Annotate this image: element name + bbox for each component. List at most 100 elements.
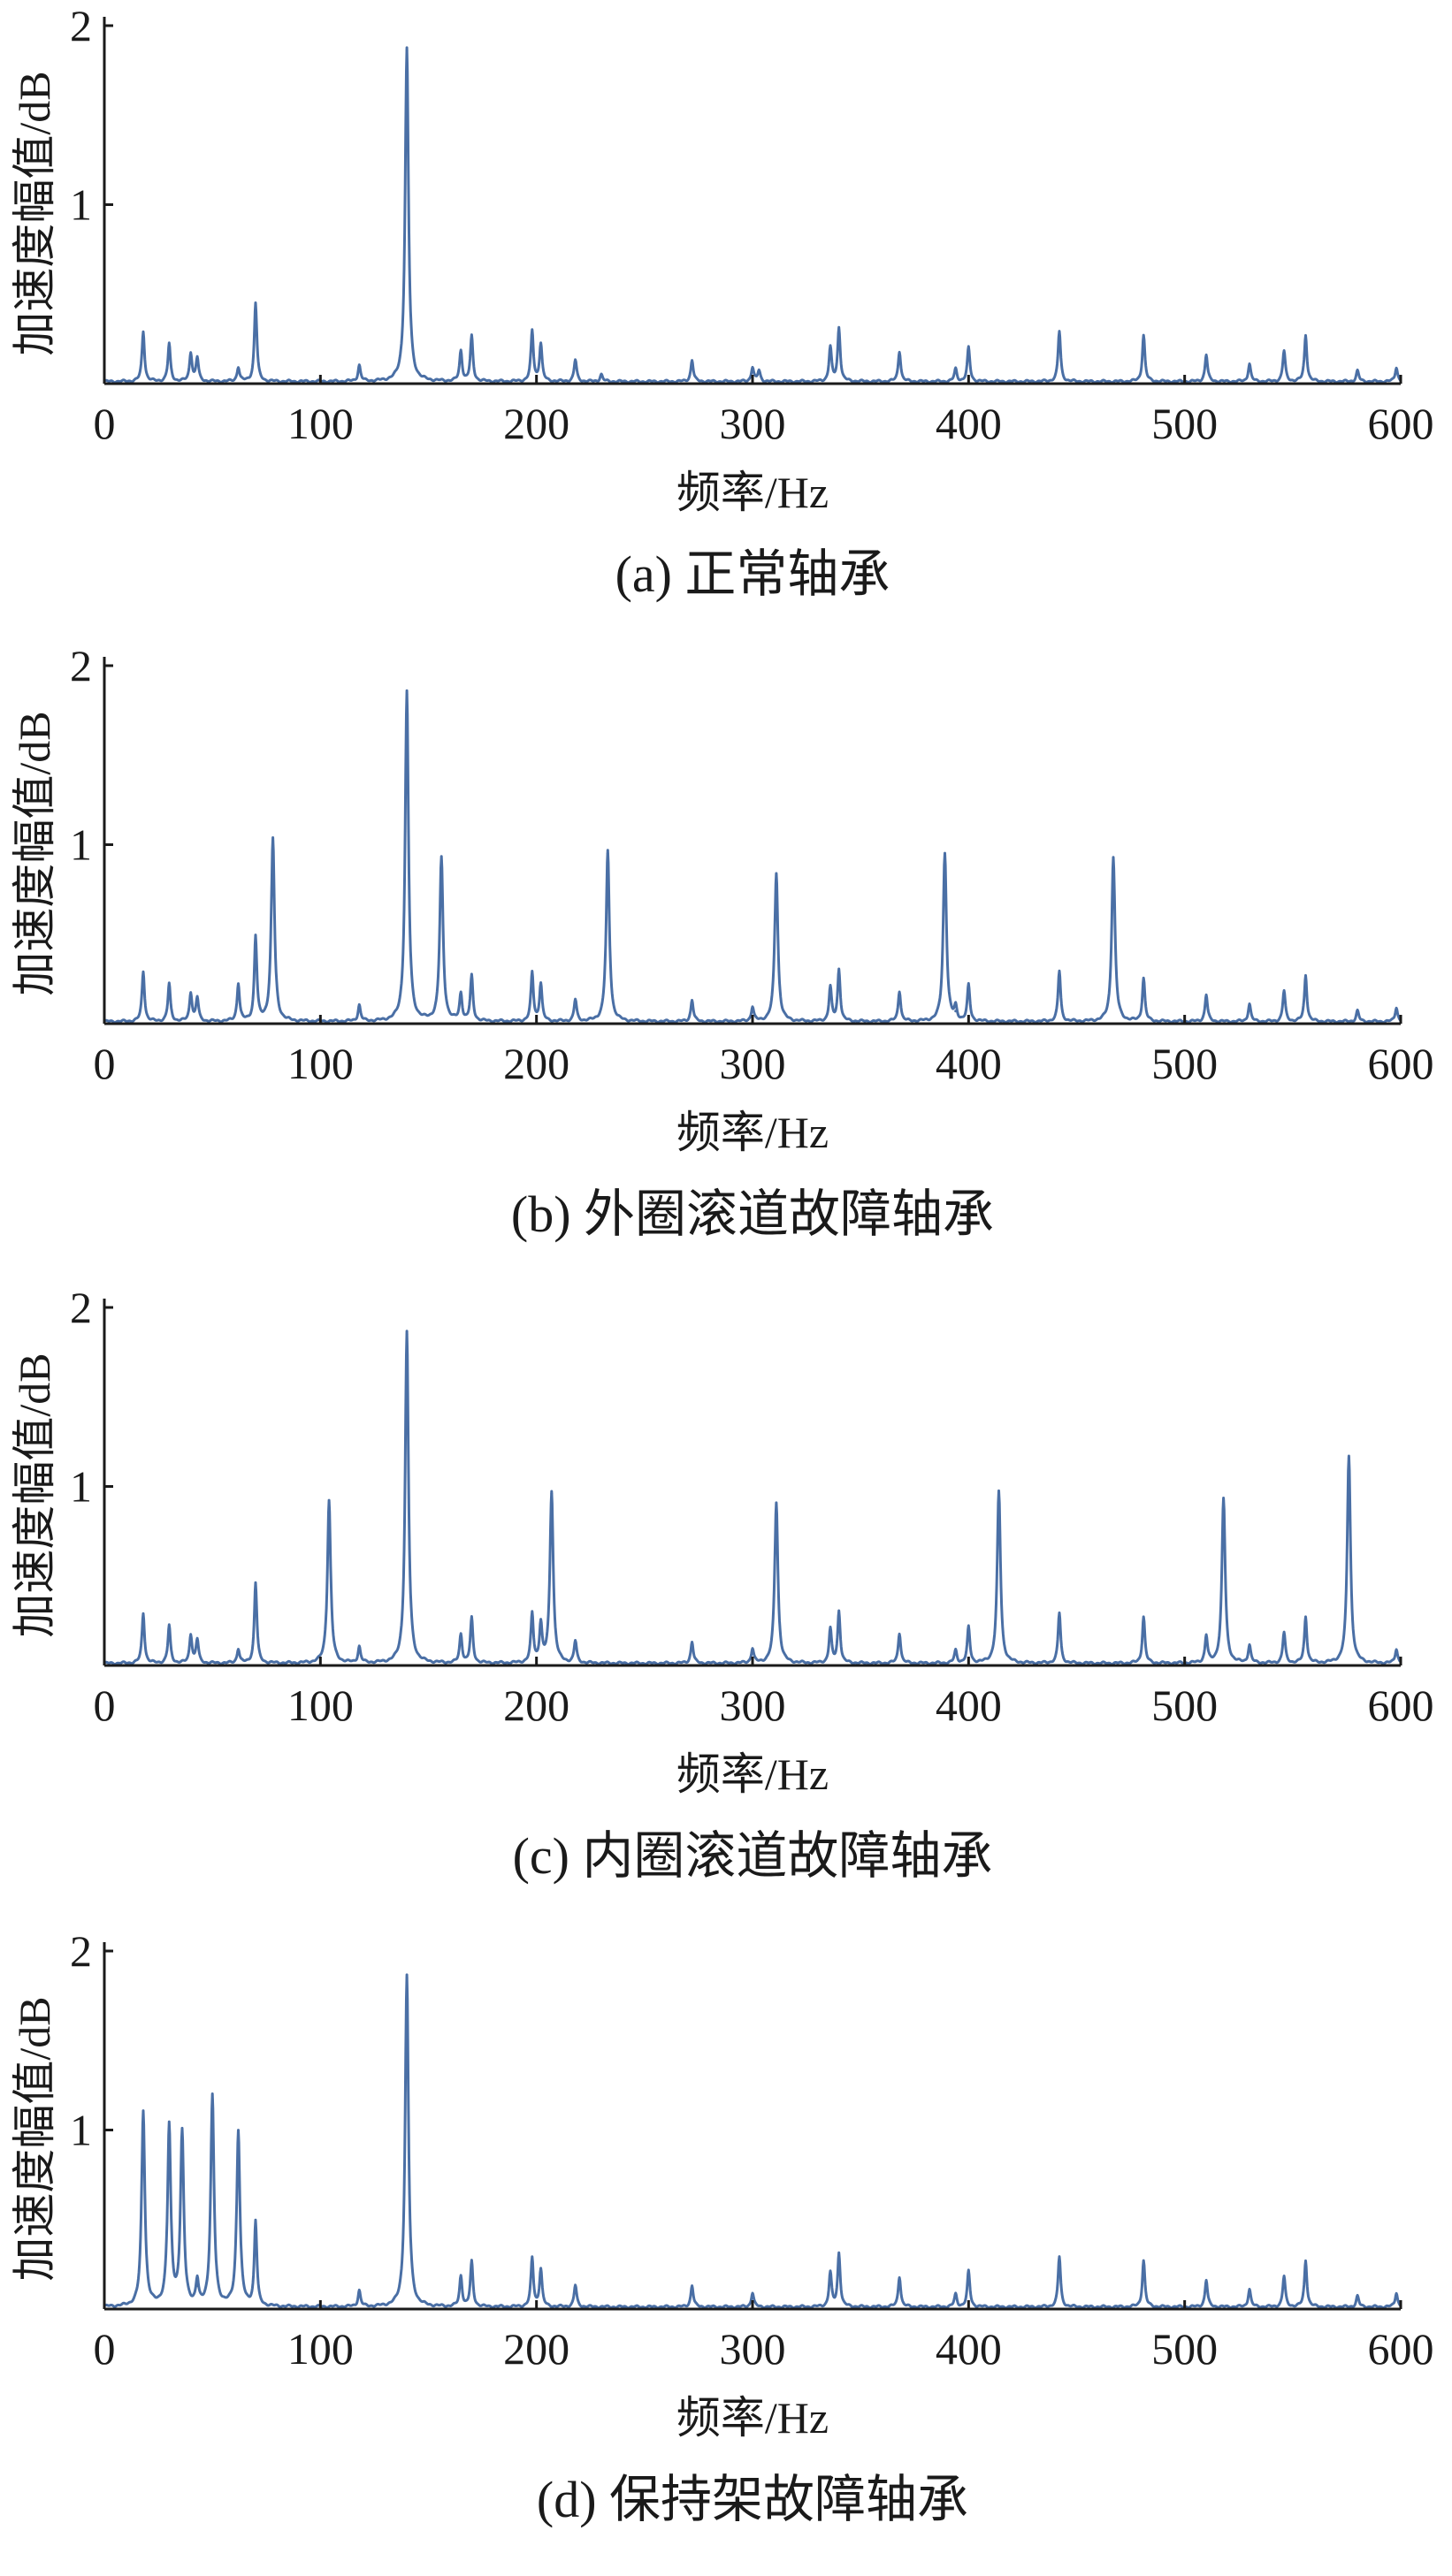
y-tick-label: 1 xyxy=(70,820,92,870)
x-tick-label: 500 xyxy=(1151,1039,1218,1088)
spectrum-peak-point xyxy=(898,352,901,355)
x-tick-label: 0 xyxy=(94,399,116,448)
spectrum-peak-point xyxy=(967,2272,970,2275)
x-tick-label: 200 xyxy=(503,399,569,448)
spectrum-peak-point xyxy=(254,938,257,941)
spectrum-peak-point xyxy=(539,2270,543,2273)
x-tick-label: 100 xyxy=(287,2324,354,2374)
spectrum-peak-point xyxy=(837,970,841,973)
spectrum-peak-point xyxy=(1204,1637,1208,1641)
x-tick-label: 400 xyxy=(936,1680,1002,1730)
spectrum-peak-point xyxy=(470,337,473,340)
spectrum-peak-point xyxy=(357,1648,361,1651)
x-tick-label: 600 xyxy=(1368,1680,1434,1730)
y-tick-label: 2 xyxy=(70,1,92,50)
spectrum-peak-point xyxy=(357,2291,361,2295)
spectrum-peak-point xyxy=(1304,2260,1307,2264)
x-tick-label: 400 xyxy=(936,1039,1002,1088)
spectrum-peak-point xyxy=(967,987,970,989)
spectrum-peak-point xyxy=(1395,1650,1398,1653)
x-tick-label: 200 xyxy=(503,1039,569,1088)
spectrum-series-line xyxy=(103,46,1402,385)
x-tick-label: 300 xyxy=(720,2324,786,2374)
spectrum-peak-point xyxy=(1204,995,1208,999)
x-tick-label: 200 xyxy=(503,2324,569,2374)
panel-caption: (d) 保持架故障轴承 xyxy=(537,2471,968,2528)
x-tick-label: 300 xyxy=(720,1680,786,1730)
x-tick-label: 600 xyxy=(1368,1039,1434,1088)
spectrum-peak-point xyxy=(600,375,603,378)
spectrum-peak-point xyxy=(691,361,694,364)
spectrum-peak-point xyxy=(1112,857,1115,861)
spectrum-peak-point xyxy=(1356,371,1359,375)
x-axis-title: 频率/Hz xyxy=(676,1108,829,1157)
spectrum-peak-point xyxy=(539,1627,543,1629)
spectrum-peak-point xyxy=(1142,2260,1145,2264)
spectrum-peak-point xyxy=(1304,335,1307,339)
spectrum-peak-point xyxy=(1356,1011,1359,1015)
spectrum-peak-point xyxy=(1204,355,1208,359)
x-tick-label: 100 xyxy=(287,1680,354,1730)
spectrum-peak-point xyxy=(1347,1456,1350,1459)
spectrum-peak-point xyxy=(141,1613,145,1617)
y-tick-label: 1 xyxy=(70,180,92,230)
spectrum-peak-point xyxy=(829,988,832,991)
y-tick-label: 1 xyxy=(70,1462,92,1512)
spectrum-peak-point xyxy=(691,1642,694,1646)
spectrum-peak-point xyxy=(195,2284,199,2288)
x-tick-label: 100 xyxy=(287,1039,354,1088)
spectrum-peak-point xyxy=(1356,2297,1359,2300)
x-axis-title: 频率/Hz xyxy=(676,1749,829,1799)
x-tick-label: 0 xyxy=(94,1039,116,1088)
spectrum-peak-point xyxy=(237,985,240,987)
spectrum-peak-point xyxy=(954,2295,958,2298)
x-tick-label: 500 xyxy=(1151,2324,1218,2374)
spectrum-peak-point xyxy=(837,2253,841,2257)
spectrum-peak-point xyxy=(167,1627,171,1629)
spectrum-peak-point xyxy=(1142,335,1145,339)
spectrum-peak-point xyxy=(189,994,193,997)
x-tick-label: 600 xyxy=(1368,2324,1434,2374)
spectrum-peak-point xyxy=(180,2136,184,2139)
panel-caption: (a) 正常轴承 xyxy=(615,545,890,603)
spectrum-peak-point xyxy=(954,370,958,373)
spectrum-peak-point xyxy=(1395,368,1398,371)
spectrum-peak-point xyxy=(470,977,473,980)
spectrum-peak-point xyxy=(141,332,145,335)
spectrum-peak-point xyxy=(1058,332,1061,335)
spectrum-peak-point xyxy=(1248,364,1251,368)
spectrum-series-line xyxy=(103,1330,1402,1666)
spectrum-peak-point xyxy=(271,840,275,842)
spectrum-peak-point xyxy=(357,1006,361,1010)
spectrum-peak-point xyxy=(237,1650,240,1653)
spectrum-peak-point xyxy=(141,2112,145,2115)
spectrum-peak-point xyxy=(195,999,199,1002)
spectrum-peak-point xyxy=(470,1619,473,1622)
spectrum-peak-point xyxy=(967,348,970,351)
y-tick-label: 2 xyxy=(70,1283,92,1332)
panel-caption: (c) 内圈滚道故障轴承 xyxy=(513,1827,993,1885)
spectrum-peak-point xyxy=(195,1641,199,1644)
spectrum-peak-point xyxy=(751,1650,754,1653)
spectrum-peak-point xyxy=(459,2277,462,2281)
spectrum-peak-point xyxy=(954,1651,958,1655)
y-axis-title: 加速度幅值/dB xyxy=(10,1353,59,1637)
spectrum-peak-point xyxy=(254,2223,257,2227)
spectrum-peak-point xyxy=(574,1642,577,1646)
spectrum-peak-point xyxy=(189,354,193,357)
spectrum-series-line xyxy=(103,689,1402,1025)
y-tick-label: 2 xyxy=(70,641,92,690)
x-tick-label: 300 xyxy=(720,1039,786,1088)
spectrum-peak-point xyxy=(405,1976,409,1979)
spectrum-peak-point xyxy=(967,1628,970,1631)
spectrum-peak-point xyxy=(1058,1613,1061,1617)
y-axis-title: 加速度幅值/dB xyxy=(10,711,59,995)
spectrum-series-line xyxy=(103,1973,1402,2310)
spectrum-peak-point xyxy=(829,1630,832,1633)
x-tick-label: 600 xyxy=(1368,399,1434,448)
spectrum-peak-point xyxy=(189,1635,193,1639)
